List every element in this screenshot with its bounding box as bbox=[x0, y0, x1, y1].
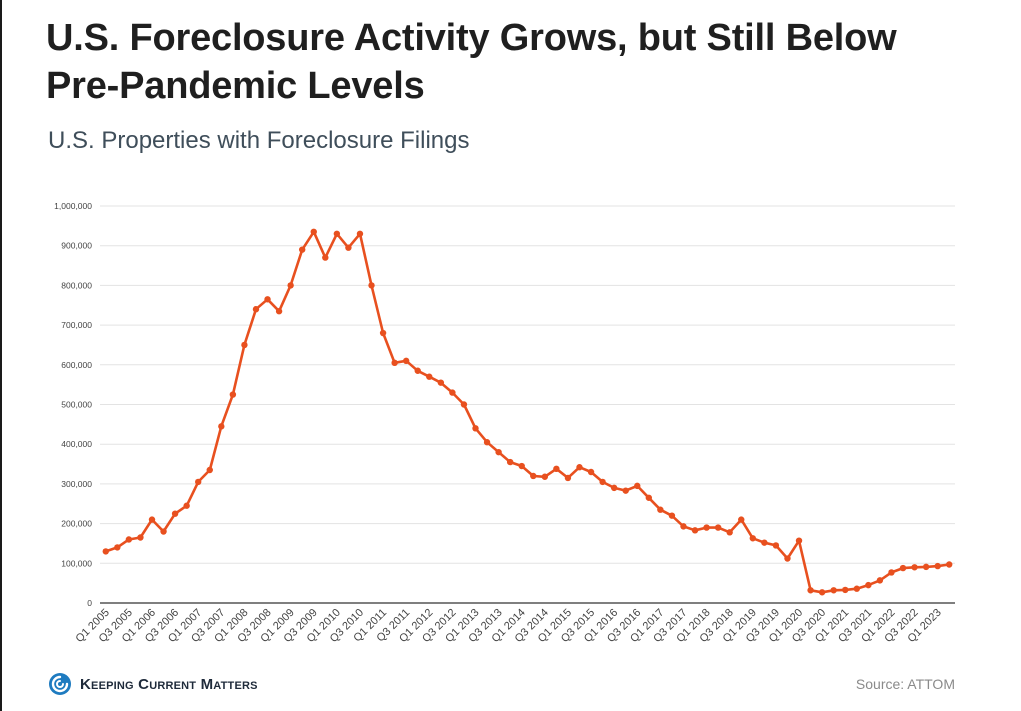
data-point bbox=[922, 563, 930, 571]
data-point bbox=[830, 587, 837, 594]
data-point bbox=[668, 512, 676, 519]
y-tick-label: 200,000 bbox=[61, 519, 92, 529]
source-note: Source: ATTOM bbox=[855, 676, 955, 692]
y-tick-label: 500,000 bbox=[61, 400, 92, 410]
data-point bbox=[460, 401, 468, 408]
data-point bbox=[148, 516, 156, 523]
data-point bbox=[102, 548, 109, 555]
data-point bbox=[610, 484, 618, 492]
data-point bbox=[714, 524, 722, 531]
image-border bbox=[0, 0, 2, 711]
data-point bbox=[530, 472, 537, 480]
data-point bbox=[726, 529, 733, 536]
data-point bbox=[946, 561, 953, 568]
data-point bbox=[576, 464, 583, 471]
data-point bbox=[195, 478, 202, 486]
data-point bbox=[483, 439, 491, 446]
data-point bbox=[888, 569, 895, 576]
data-point bbox=[518, 462, 525, 470]
data-point bbox=[264, 296, 271, 303]
data-point bbox=[368, 282, 375, 289]
series-foreclosure-filings bbox=[102, 228, 953, 596]
y-tick-label: 100,000 bbox=[61, 558, 92, 568]
data-point bbox=[807, 587, 814, 594]
data-point bbox=[275, 308, 283, 315]
data-point bbox=[218, 423, 225, 430]
data-point bbox=[772, 542, 780, 549]
data-point bbox=[333, 230, 341, 237]
data-point bbox=[437, 379, 445, 386]
y-axis-labels: 0 100,000 200,000 300,000 400,000 500,000 600,… bbox=[54, 201, 92, 608]
data-point bbox=[252, 306, 260, 313]
data-point bbox=[691, 527, 699, 534]
data-point bbox=[287, 282, 294, 289]
data-point bbox=[680, 523, 687, 530]
data-point bbox=[899, 564, 907, 572]
data-point bbox=[449, 389, 456, 396]
data-point bbox=[298, 246, 306, 253]
data-point bbox=[160, 528, 167, 535]
data-point bbox=[553, 465, 560, 473]
data-point bbox=[541, 473, 549, 480]
data-point bbox=[229, 391, 237, 398]
data-point bbox=[645, 494, 653, 501]
data-point bbox=[749, 535, 757, 542]
data-point bbox=[137, 534, 144, 541]
y-tick-label: 400,000 bbox=[61, 439, 92, 449]
data-point bbox=[241, 341, 248, 349]
data-point bbox=[114, 544, 121, 551]
data-point bbox=[784, 555, 791, 562]
chart-title: U.S. Foreclosure Activity Grows, but Sti… bbox=[46, 17, 897, 107]
data-point bbox=[125, 536, 133, 543]
data-point bbox=[402, 357, 410, 365]
series-line bbox=[104, 230, 951, 594]
y-tick-label: 600,000 bbox=[61, 360, 92, 370]
data-point bbox=[391, 359, 398, 367]
y-tick-label: 300,000 bbox=[61, 479, 92, 489]
data-point bbox=[634, 482, 641, 490]
data-point bbox=[322, 254, 329, 261]
data-point bbox=[506, 458, 514, 466]
brand-name: Keeping Current Matters bbox=[80, 675, 258, 693]
data-point bbox=[865, 581, 872, 589]
data-point bbox=[761, 539, 768, 546]
data-point bbox=[842, 586, 849, 594]
gridlines bbox=[100, 205, 955, 604]
kcm-swirl-logo-icon bbox=[49, 673, 71, 695]
chart-subtitle: U.S. Properties with Foreclosure Filings bbox=[48, 127, 470, 154]
data-point bbox=[911, 564, 918, 571]
data-point bbox=[876, 577, 884, 584]
data-point bbox=[495, 448, 502, 456]
y-tick-label: 700,000 bbox=[61, 320, 92, 330]
y-tick-label: 1,000,000 bbox=[54, 201, 92, 211]
data-point bbox=[738, 516, 745, 523]
data-point bbox=[345, 244, 352, 251]
data-point bbox=[356, 230, 364, 237]
data-point bbox=[622, 487, 629, 494]
data-point bbox=[795, 537, 803, 544]
data-point bbox=[414, 367, 421, 374]
y-tick-label: 800,000 bbox=[61, 280, 92, 290]
data-point bbox=[564, 474, 572, 482]
brand-logo: Keeping Current Matters bbox=[48, 670, 258, 698]
data-point bbox=[818, 589, 826, 596]
data-point bbox=[426, 373, 433, 380]
data-point bbox=[379, 329, 387, 337]
data-point bbox=[310, 228, 317, 236]
data-point bbox=[657, 506, 664, 513]
data-point bbox=[472, 425, 479, 432]
data-point bbox=[599, 478, 606, 486]
data-point bbox=[183, 502, 190, 509]
data-point bbox=[206, 466, 213, 474]
data-point bbox=[934, 562, 941, 570]
y-tick-label: 900,000 bbox=[61, 241, 92, 251]
data-point bbox=[703, 524, 710, 531]
y-tick-label: 0 bbox=[87, 598, 92, 608]
data-point bbox=[587, 468, 595, 476]
data-point bbox=[853, 585, 860, 592]
data-point bbox=[171, 510, 179, 517]
